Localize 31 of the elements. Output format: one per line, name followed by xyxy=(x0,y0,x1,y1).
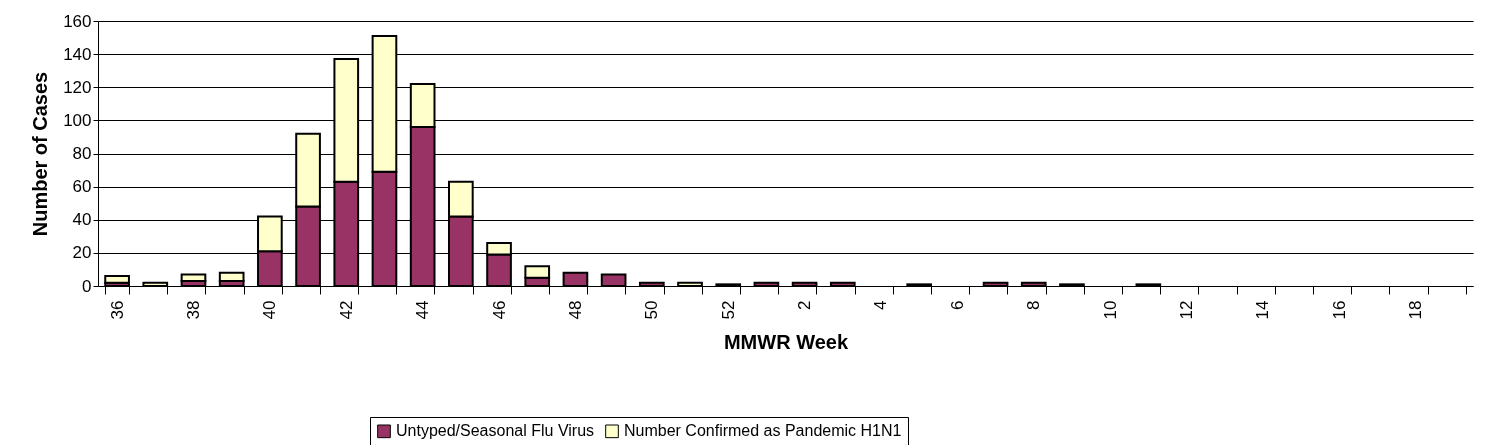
x-tick-label: 36 xyxy=(107,300,127,320)
legend-label: Number Confirmed as Pandemic H1N1 xyxy=(624,422,902,440)
x-tick-label: 18 xyxy=(1406,300,1426,320)
x-tick-label: 38 xyxy=(183,300,203,320)
y-tick-label: 40 xyxy=(72,210,92,230)
y-tick-label: 0 xyxy=(82,276,92,296)
x-tick-label: 12 xyxy=(1177,300,1197,320)
x-tick-label: 2 xyxy=(795,300,815,310)
y-tick-label: 80 xyxy=(72,144,92,163)
x-tick-label: 44 xyxy=(413,300,433,320)
x-tick-label: 48 xyxy=(565,300,585,320)
x-tick-label: 42 xyxy=(336,300,356,320)
y-tick-label: 20 xyxy=(72,243,92,263)
x-axis-title: MMWR Week xyxy=(723,331,849,354)
y-tick-label: 100 xyxy=(63,110,92,130)
x-tick-label: 46 xyxy=(489,300,509,320)
x-tick-label: 4 xyxy=(871,300,891,310)
x-tick-label: 40 xyxy=(260,300,280,320)
x-tick-label: 50 xyxy=(642,300,662,320)
legend-label: Untyped/Seasonal Flu Virus xyxy=(396,422,595,440)
y-tick-label: 140 xyxy=(63,44,92,64)
x-tick-label: 8 xyxy=(1024,300,1044,310)
y-tick-label: 120 xyxy=(63,77,92,97)
x-tick-label: 14 xyxy=(1253,300,1273,320)
x-tick-label: 10 xyxy=(1100,300,1120,320)
x-tick-label: 16 xyxy=(1329,300,1349,320)
x-tick-label: 52 xyxy=(718,300,738,320)
y-axis-title: Number of Cases xyxy=(29,71,52,237)
y-tick-label: 60 xyxy=(72,177,92,197)
x-tick-label: 6 xyxy=(947,300,967,310)
y-tick-label: 160 xyxy=(63,11,92,31)
